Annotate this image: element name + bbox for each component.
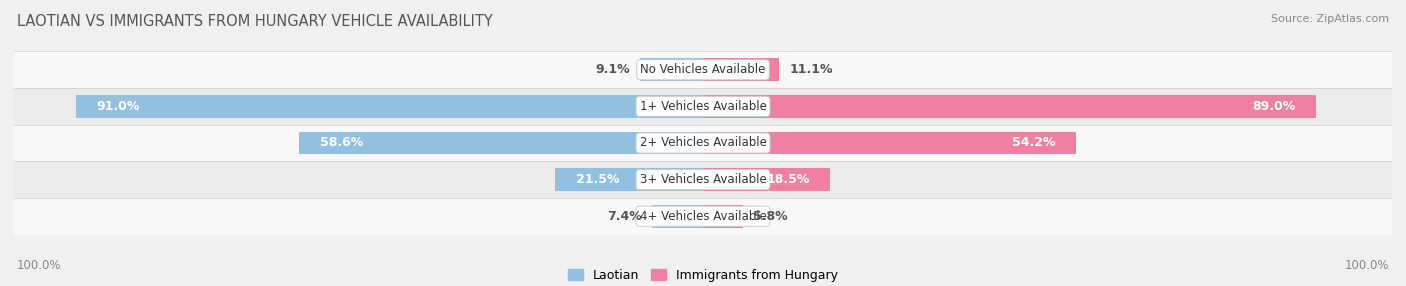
Bar xyxy=(14,198,1392,235)
Text: 21.5%: 21.5% xyxy=(575,173,619,186)
Legend: Laotian, Immigrants from Hungary: Laotian, Immigrants from Hungary xyxy=(562,264,844,286)
Bar xyxy=(640,58,703,81)
Text: 9.1%: 9.1% xyxy=(595,63,630,76)
Text: 54.2%: 54.2% xyxy=(1012,136,1056,150)
Text: 18.5%: 18.5% xyxy=(766,173,810,186)
Bar xyxy=(14,125,1392,161)
Text: 1+ Vehicles Available: 1+ Vehicles Available xyxy=(640,100,766,113)
Bar xyxy=(14,51,1392,88)
Bar xyxy=(299,132,703,154)
Bar xyxy=(76,95,703,118)
Text: 11.1%: 11.1% xyxy=(790,63,834,76)
Bar xyxy=(555,168,703,191)
Text: 4+ Vehicles Available: 4+ Vehicles Available xyxy=(640,210,766,223)
Text: 3+ Vehicles Available: 3+ Vehicles Available xyxy=(640,173,766,186)
Text: Source: ZipAtlas.com: Source: ZipAtlas.com xyxy=(1271,14,1389,24)
Bar xyxy=(703,168,831,191)
Bar xyxy=(652,205,703,228)
Bar xyxy=(703,95,1316,118)
Bar xyxy=(703,132,1077,154)
Text: 5.8%: 5.8% xyxy=(754,210,787,223)
Text: 91.0%: 91.0% xyxy=(97,100,141,113)
Bar xyxy=(14,88,1392,125)
Text: 100.0%: 100.0% xyxy=(17,259,62,272)
Text: 100.0%: 100.0% xyxy=(1344,259,1389,272)
Text: LAOTIAN VS IMMIGRANTS FROM HUNGARY VEHICLE AVAILABILITY: LAOTIAN VS IMMIGRANTS FROM HUNGARY VEHIC… xyxy=(17,14,492,29)
Text: 58.6%: 58.6% xyxy=(321,136,363,150)
Bar xyxy=(14,161,1392,198)
Bar xyxy=(703,205,742,228)
Text: 7.4%: 7.4% xyxy=(607,210,641,223)
Text: 2+ Vehicles Available: 2+ Vehicles Available xyxy=(640,136,766,150)
Text: No Vehicles Available: No Vehicles Available xyxy=(640,63,766,76)
Bar xyxy=(703,58,779,81)
Text: 89.0%: 89.0% xyxy=(1253,100,1295,113)
